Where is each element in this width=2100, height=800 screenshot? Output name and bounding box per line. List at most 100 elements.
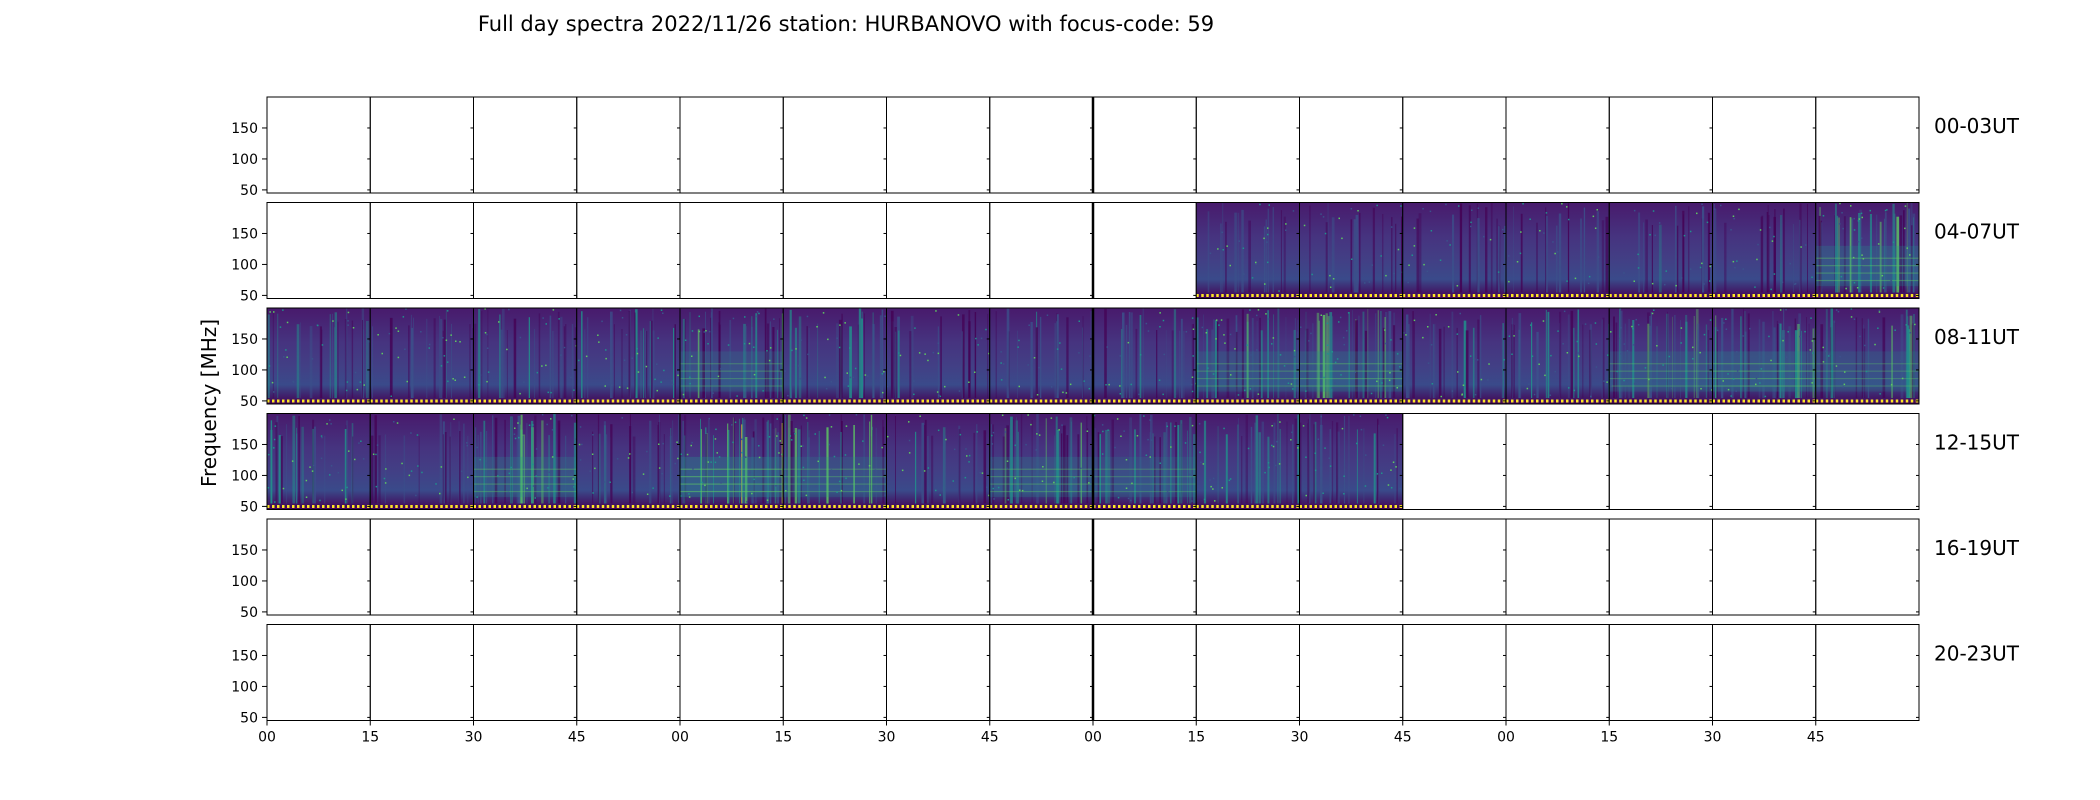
spectrum-burst bbox=[700, 418, 701, 504]
spectrum-burst bbox=[332, 313, 333, 398]
spectrum-noise bbox=[1033, 357, 1036, 359]
spectrum-burst bbox=[1105, 429, 1108, 504]
spectrum-noise bbox=[1107, 429, 1109, 431]
spectrum-noise bbox=[855, 414, 858, 416]
spectrum-noise bbox=[1326, 322, 1329, 325]
spectrum-noise bbox=[1399, 366, 1401, 368]
spectrum-panel bbox=[886, 307, 991, 405]
spectrum-burst bbox=[1142, 308, 1144, 398]
spectrum-noise bbox=[402, 316, 405, 318]
spectrum-burst bbox=[1830, 308, 1833, 398]
spectrum-noise bbox=[1427, 326, 1429, 328]
spectrum-noise bbox=[1529, 218, 1531, 220]
spectrum-noise bbox=[1528, 383, 1530, 385]
panel-frame bbox=[1608, 518, 1713, 616]
spectrum-noise bbox=[1166, 491, 1169, 493]
spectrum-noise bbox=[688, 496, 691, 498]
spectrum-noise bbox=[332, 320, 334, 322]
spectrum-noise bbox=[375, 485, 378, 488]
spectrum-noise bbox=[1116, 418, 1119, 420]
spectrum-burst bbox=[632, 436, 636, 504]
spectrum-noise bbox=[446, 361, 449, 363]
spectrum-band bbox=[1093, 456, 1197, 498]
spectrum-noise bbox=[1488, 363, 1490, 365]
spectrum-noise bbox=[1042, 466, 1044, 468]
spectrum-burst bbox=[958, 425, 961, 504]
spectrum-burst bbox=[337, 321, 339, 398]
spectrum-burst bbox=[1567, 314, 1570, 398]
spectrum-burst bbox=[1385, 312, 1388, 398]
spectrum-noise bbox=[1568, 387, 1570, 389]
spectrum-noise bbox=[1594, 322, 1597, 324]
spectrum-line bbox=[473, 476, 577, 478]
panel-frame bbox=[369, 518, 474, 616]
spectrum-noise bbox=[1191, 376, 1194, 378]
spectrum-burst bbox=[940, 316, 942, 398]
spectrum-panel bbox=[1092, 624, 1197, 721]
spectrum-line bbox=[1815, 385, 1919, 387]
spectrum-burst bbox=[645, 330, 648, 398]
spectrum-noise bbox=[383, 477, 386, 480]
spectrum-noise bbox=[1590, 395, 1592, 398]
spectrum-burst bbox=[481, 311, 483, 398]
y-tick-label: 150 bbox=[231, 332, 258, 348]
spectrum-burst bbox=[1504, 225, 1507, 293]
x-tick-label: 30 bbox=[465, 730, 483, 746]
spectrum-noise bbox=[1557, 330, 1559, 332]
spectrum-line bbox=[1815, 377, 1919, 380]
spectrum-noise bbox=[1733, 217, 1735, 220]
spectrum-noise bbox=[1595, 343, 1598, 345]
spectrum-noise bbox=[1852, 256, 1855, 259]
spectrum-burst bbox=[1863, 324, 1864, 398]
spectrum-noise bbox=[1754, 286, 1756, 288]
y-tick-label: 150 bbox=[231, 226, 258, 242]
spectrum-noise bbox=[282, 309, 284, 311]
spectrum-noise bbox=[939, 395, 942, 398]
spectrum-noise bbox=[1858, 218, 1861, 220]
spectrum-burst bbox=[300, 322, 301, 398]
spectrum-noise bbox=[1811, 276, 1813, 278]
panel-frame bbox=[369, 624, 474, 721]
spectrum-noise bbox=[1456, 285, 1459, 287]
spectrum-noise bbox=[1588, 275, 1591, 278]
spectrum-noise bbox=[1824, 350, 1827, 352]
spectrum-noise bbox=[937, 429, 940, 432]
spectrum-noise bbox=[1689, 268, 1692, 270]
spectrum-noise bbox=[704, 467, 706, 469]
spectrum-burst bbox=[1225, 221, 1227, 293]
spectrum-noise bbox=[1170, 446, 1172, 448]
spectrum-noise bbox=[1264, 283, 1266, 285]
spectrum-panel bbox=[1608, 307, 1713, 405]
spectrum-panel bbox=[679, 307, 785, 405]
spectrum-burst bbox=[574, 327, 578, 398]
spectrum-noise bbox=[1435, 314, 1437, 316]
spectrum-burst bbox=[910, 315, 914, 398]
spectrum-burst bbox=[1619, 308, 1621, 398]
spectrum-burst bbox=[442, 421, 445, 504]
spectrum-noise bbox=[446, 310, 449, 312]
spectrum-noise bbox=[1447, 326, 1450, 328]
spectrum-burst bbox=[1767, 215, 1770, 293]
spectrum-noise bbox=[1746, 369, 1748, 371]
y-tick-label: 50 bbox=[240, 183, 258, 199]
spectrum-burst bbox=[1776, 320, 1779, 398]
spectrum-burst bbox=[1716, 330, 1718, 398]
spectrum-noise bbox=[1229, 264, 1231, 267]
spectrum-burst bbox=[1632, 320, 1635, 398]
spectrum-burst bbox=[1545, 207, 1547, 293]
spectrum-noise bbox=[1050, 386, 1053, 388]
spectrum-noise bbox=[1336, 358, 1339, 360]
spectrum-noise bbox=[406, 380, 408, 383]
spectrum-noise bbox=[1680, 277, 1683, 279]
spectrum-noise bbox=[1387, 484, 1390, 486]
spectrum-burst bbox=[1258, 432, 1261, 504]
spectrum-burst bbox=[808, 327, 810, 398]
spectrum-noise bbox=[1703, 283, 1705, 285]
spectrum-burst bbox=[1747, 313, 1750, 398]
spectrum-noise bbox=[1265, 313, 1267, 315]
panel-frame bbox=[266, 518, 371, 616]
spectrum-burst bbox=[1799, 203, 1802, 293]
spectrum-burst bbox=[1196, 317, 1199, 398]
